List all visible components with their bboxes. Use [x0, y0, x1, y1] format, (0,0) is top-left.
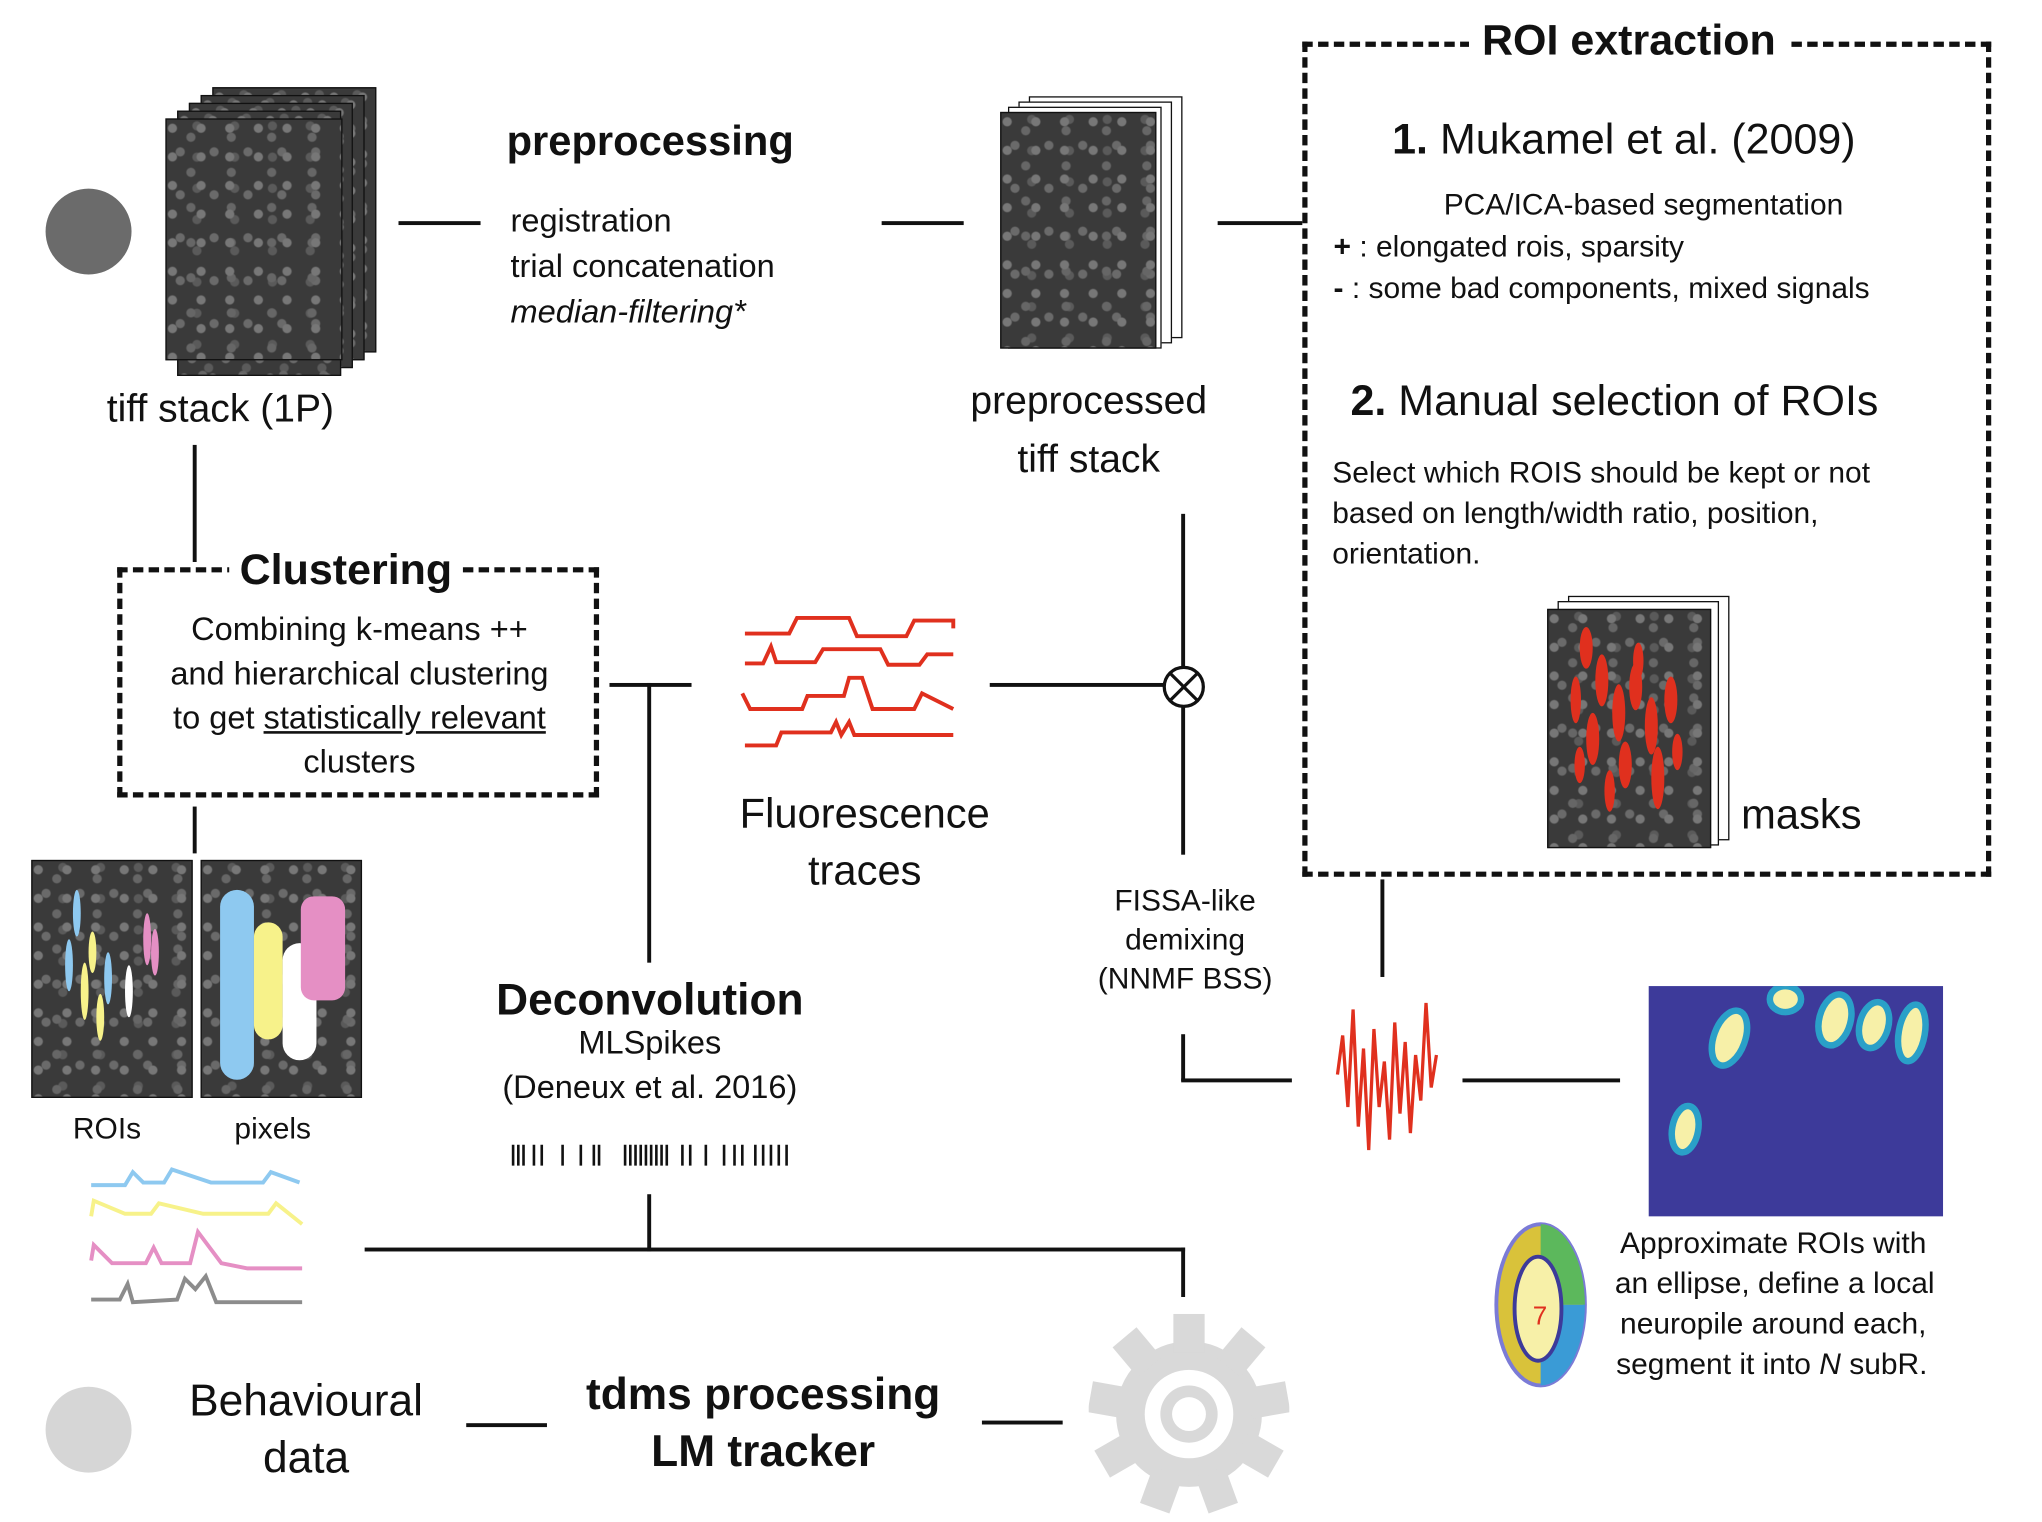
demixing-label-line: (NNMF BSS) [1097, 961, 1273, 996]
connector [192, 444, 197, 562]
method1-name: Mukamel et al. (2009) [1439, 114, 1856, 163]
demixing-label-line: demixing [1125, 922, 1246, 957]
pixels-label: pixels [234, 1110, 312, 1145]
deconvolution-method: MLSpikes [578, 1025, 722, 1062]
connector [1181, 705, 1186, 855]
clustering-desc-line: clusters [303, 744, 416, 781]
start-circle-imaging [45, 188, 132, 275]
clustering-desc-text: to get [173, 699, 264, 737]
connector [1462, 1078, 1621, 1083]
demixing-label-line: FISSA-like [1114, 883, 1256, 918]
connector [364, 1247, 1186, 1252]
connector [881, 221, 964, 226]
connector [1181, 1034, 1186, 1082]
masks-label: masks [1741, 790, 1862, 838]
cluster-traces-icon [89, 1167, 304, 1305]
clustering-title: Clustering [229, 545, 463, 595]
method2-description-line: Select which ROIS should be kept or not [1332, 455, 1871, 490]
ellipse-desc-italic: N [1819, 1346, 1841, 1381]
ellipse-desc-text: segment it into [1616, 1346, 1820, 1381]
plus-sign: + [1333, 228, 1352, 263]
ellipse-desc-line: segment it into N subR. [1616, 1346, 1927, 1381]
connector [1181, 513, 1186, 670]
method1-cons: - : some bad components, mixed signals [1334, 271, 1870, 306]
fluorescence-traces-icon [740, 615, 956, 748]
combine-operator-icon [1162, 665, 1205, 709]
method1-number: 1. [1392, 114, 1429, 163]
deconvolution-citation: (Deneux et al. 2016) [502, 1069, 798, 1106]
clustering-desc-underlined: statistically relevant [263, 699, 546, 737]
ellipse-desc-line: an ellipse, define a local [1614, 1265, 1935, 1300]
clustering-desc-line: Combining k-means ++ [191, 611, 528, 648]
deconvolution-title: Deconvolution [496, 975, 804, 1026]
ellipse-desc-line: Approximate ROIs with [1620, 1225, 1927, 1260]
connector [647, 682, 652, 963]
method2-description-line: based on length/width ratio, position, [1332, 495, 1819, 530]
tiff-stack-label: tiff stack (1P) [106, 387, 335, 431]
roi-ellipse-map [1648, 986, 1944, 1217]
behaviour-label-line2: data [262, 1433, 350, 1484]
fluorescence-label-line1: Fluorescence [739, 789, 990, 837]
connector [1380, 879, 1385, 977]
rois-cluster-image [31, 859, 193, 1098]
method2-description-line: orientation. [1332, 535, 1481, 570]
ellipse-desc-text: subR. [1840, 1346, 1928, 1381]
svg-text:7: 7 [1533, 1300, 1547, 1330]
method1-heading: 1. Mukamel et al. (2009) [1392, 114, 1855, 163]
method1-pros: + : elongated rois, sparsity [1334, 229, 1684, 264]
method2-heading: 2. Manual selection of ROIs [1350, 376, 1878, 425]
connector [647, 1194, 652, 1252]
preprocessing-step: trial concatenation [510, 248, 775, 285]
preprocessing-title: preprocessing [506, 117, 794, 164]
tdms-label-line2: LM tracker [651, 1427, 876, 1477]
connector [981, 1420, 1063, 1425]
preprocessing-step: median-filtering* [510, 294, 746, 331]
demixed-signal-icon [1335, 1002, 1439, 1151]
behaviour-label-line1: Behavioural [189, 1376, 423, 1426]
roi-extraction-title: ROI extraction [1468, 15, 1789, 66]
preprocessing-step: registration [510, 202, 672, 240]
connector [398, 221, 481, 226]
preprocessed-label-line1: preprocessed [970, 379, 1208, 423]
clustering-desc-line: to get statistically relevant [125, 700, 594, 738]
pros-text: : elongated rois, sparsity [1351, 228, 1685, 263]
method2-name: Manual selection of ROIs [1398, 375, 1879, 425]
gear-icon [1088, 1313, 1290, 1514]
neuropile-ellipse-icon: 7 [1494, 1222, 1587, 1388]
connector [1181, 1078, 1292, 1083]
connector [192, 806, 197, 854]
tdms-label-line1: tdms processing [585, 1369, 941, 1420]
pixels-cluster-image [200, 859, 363, 1098]
spike-raster-icon [511, 1144, 788, 1166]
rois-label: ROIs [72, 1110, 142, 1145]
method2-number: 2. [1350, 375, 1387, 425]
minus-sign: - [1333, 270, 1344, 305]
method1-description: PCA/ICA-based segmentation [1443, 187, 1844, 222]
clustering-desc-line: and hierarchical clustering [170, 655, 549, 693]
fluorescence-label-line2: traces [807, 846, 922, 894]
ellipse-desc-line: neuropile around each, [1620, 1306, 1927, 1340]
start-circle-behaviour [45, 1386, 132, 1473]
connector [1181, 1247, 1186, 1297]
connector [466, 1423, 547, 1428]
connector [989, 682, 1165, 687]
cons-text: : some bad components, mixed signals [1343, 270, 1870, 305]
preprocessed-label-line2: tiff stack [1017, 438, 1161, 482]
connector [1217, 221, 1303, 226]
